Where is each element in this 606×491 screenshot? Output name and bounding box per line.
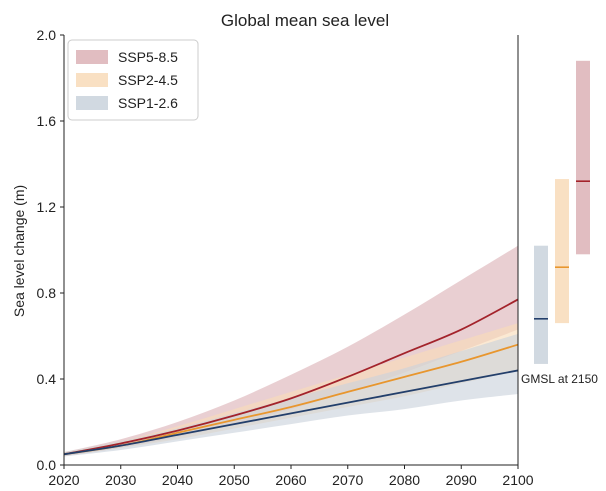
x-tick-label: 2070 [332, 472, 363, 486]
legend-swatch-ssp5-8-5 [76, 50, 108, 64]
gmsl-2150-label: GMSL at 2150 [521, 372, 598, 386]
plot-area [64, 245, 518, 457]
y-tick-label: 2.0 [37, 27, 57, 43]
y-tick-label: 1.6 [37, 113, 57, 129]
legend-label-ssp2-4-5: SSP2-4.5 [118, 72, 178, 88]
x-tick-label: 2100 [502, 472, 533, 486]
legend-label-ssp1-2-6: SSP1-2.6 [118, 95, 178, 111]
x-tick-label: 2090 [446, 472, 477, 486]
x-tick-label: 2080 [389, 472, 420, 486]
gmsl-2150-bar-ssp2-4-5 [555, 179, 569, 324]
y-tick-label: 0.4 [37, 371, 57, 387]
median-line-ssp1-2-6 [64, 369, 518, 456]
x-tick-label: 2040 [162, 472, 193, 486]
x-tick-label: 2030 [105, 472, 136, 486]
band-ssp1-2-6 [64, 333, 518, 457]
y-tick-label: 0.8 [37, 285, 57, 301]
y-tick-label: 0.0 [37, 457, 57, 473]
legend-swatch-ssp2-4-5 [76, 73, 108, 87]
median-lines [64, 298, 518, 456]
legend-swatch-ssp1-2-6 [76, 96, 108, 110]
chart-title: Global mean sea level [221, 11, 389, 30]
x-tick-label: 2060 [275, 472, 306, 486]
side-panel: GMSL at 2150 [521, 60, 598, 386]
legend-label-ssp5-8-5: SSP5-8.5 [118, 49, 178, 65]
y-tick-label: 1.2 [37, 199, 57, 215]
legend: SSP5-8.5 SSP2-4.5 SSP1-2.6 [67, 39, 199, 121]
x-tick-label: 2050 [219, 472, 250, 486]
median-line-ssp5-8-5 [64, 298, 518, 456]
gmsl-2150-bar-ssp1-2-6 [534, 245, 548, 364]
y-axis-label: Sea level change (m) [11, 185, 27, 317]
axes: 0.0 0.4 0.8 1.2 1.6 2.0 2020 2030 2040 2050 2060 20… [37, 27, 534, 488]
x-tick-label: 2020 [48, 472, 79, 486]
gmsl-2150-bar-ssp5-8-5 [576, 60, 590, 255]
uncertainty-bands [64, 245, 518, 457]
